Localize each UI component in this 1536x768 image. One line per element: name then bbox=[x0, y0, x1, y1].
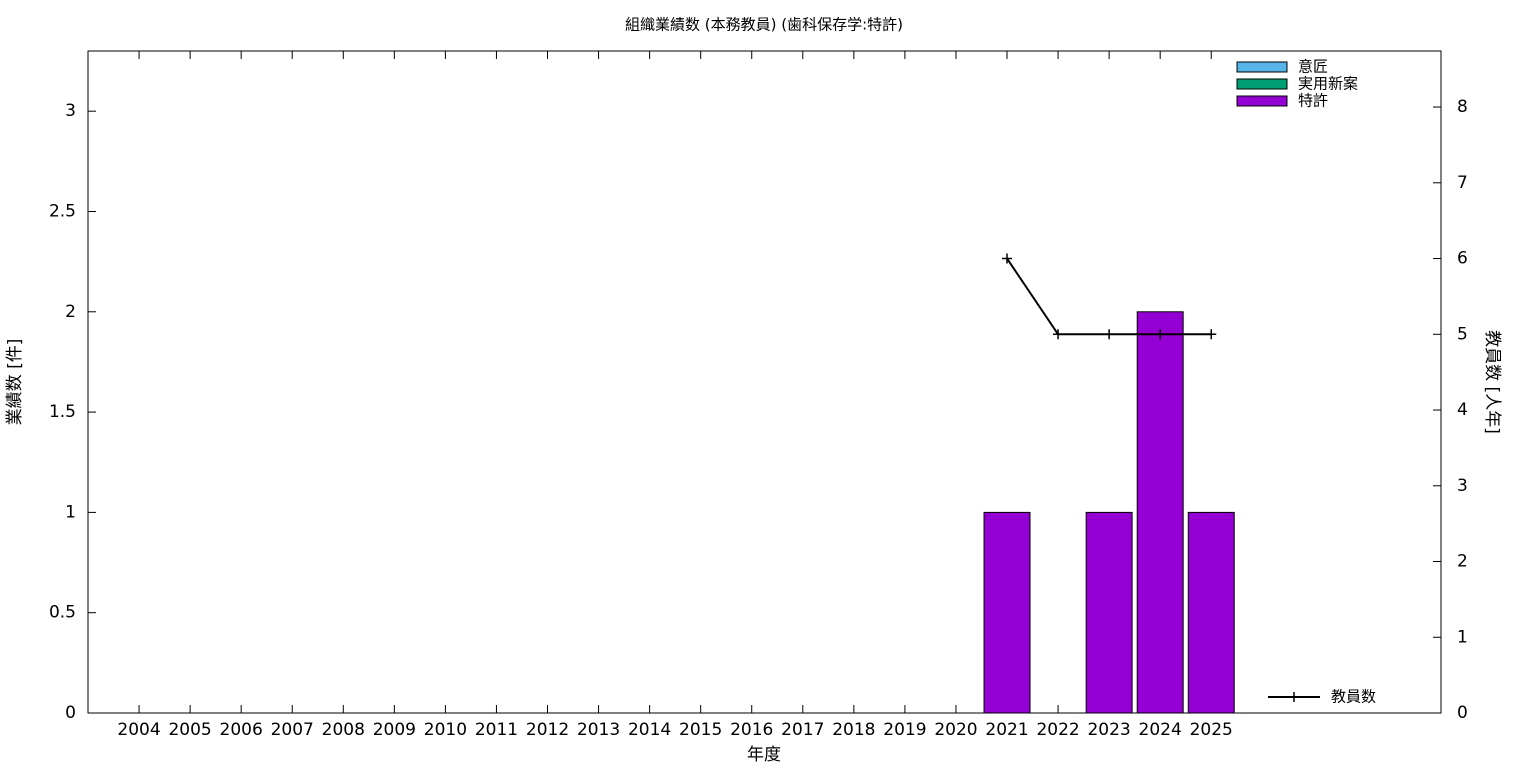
y2-axis-label: 教員数 [人年] bbox=[1482, 330, 1502, 434]
y-tick-label: 3 bbox=[65, 101, 76, 121]
y-tick-label: 2.5 bbox=[49, 201, 76, 221]
x-tick-label: 2009 bbox=[373, 720, 416, 740]
legend-text: 実用新案 bbox=[1298, 75, 1358, 93]
y2-tick-label: 7 bbox=[1457, 173, 1468, 193]
x-tick-label: 2025 bbox=[1190, 720, 1233, 740]
x-axis-label: 年度 bbox=[747, 745, 781, 765]
legend-swatch bbox=[1236, 95, 1288, 107]
point bbox=[1002, 253, 1013, 264]
y2-tick-label: 1 bbox=[1457, 627, 1468, 647]
y-tick-label: 0.5 bbox=[49, 603, 76, 623]
bar bbox=[983, 511, 1031, 714]
y2-tick-label: 0 bbox=[1457, 703, 1468, 723]
y-tick-label: 1.5 bbox=[49, 402, 76, 422]
x-tick-label: 2010 bbox=[424, 720, 467, 740]
x-tick-label: 2016 bbox=[730, 720, 773, 740]
point bbox=[1155, 329, 1166, 340]
y2-tick-label: 2 bbox=[1457, 552, 1468, 572]
x-tick-label: 2021 bbox=[985, 720, 1028, 740]
x-tick-label: 2014 bbox=[628, 720, 671, 740]
bar bbox=[1136, 311, 1184, 714]
y2-tick-label: 8 bbox=[1457, 97, 1468, 117]
point bbox=[1206, 329, 1217, 340]
legend-swatch bbox=[1236, 61, 1288, 73]
x-tick-label: 2017 bbox=[781, 720, 824, 740]
x-tick-label: 2012 bbox=[526, 720, 569, 740]
x-tick-label: 2015 bbox=[679, 720, 722, 740]
x-tick-label: 2004 bbox=[117, 720, 160, 740]
x-tick-label: 2013 bbox=[577, 720, 620, 740]
x-tick-label: 2007 bbox=[271, 720, 314, 740]
y-axis-label: 業績数 [件] bbox=[5, 339, 25, 426]
point bbox=[1104, 329, 1115, 340]
legend-point bbox=[1289, 692, 1299, 702]
y2-tick-label: 6 bbox=[1457, 249, 1468, 269]
x-tick-label: 2008 bbox=[322, 720, 365, 740]
legend-text: 特許 bbox=[1298, 92, 1328, 110]
legend-text: 意匠 bbox=[1298, 58, 1328, 76]
bar bbox=[1187, 511, 1235, 714]
x-tick-label: 2022 bbox=[1036, 720, 1079, 740]
y2-tick-label: 4 bbox=[1457, 400, 1468, 420]
y-tick-label: 2 bbox=[65, 302, 76, 322]
y2-tick-label: 3 bbox=[1457, 476, 1468, 496]
bar bbox=[1085, 511, 1133, 714]
y2-tick-label: 5 bbox=[1457, 324, 1468, 344]
x-tick-label: 2006 bbox=[220, 720, 263, 740]
chart-title: 組織業績数 (本務教員) (歯科保存学:特許) bbox=[625, 16, 903, 34]
x-tick-label: 2018 bbox=[832, 720, 875, 740]
x-tick-label: 2020 bbox=[934, 720, 977, 740]
x-tick-label: 2011 bbox=[475, 720, 518, 740]
plot-frame bbox=[87, 50, 1442, 714]
x-tick-label: 2005 bbox=[168, 720, 211, 740]
legend-text: 教員数 bbox=[1331, 688, 1376, 706]
x-tick-label: 2019 bbox=[883, 720, 926, 740]
point bbox=[1053, 329, 1064, 340]
y-tick-label: 1 bbox=[65, 502, 76, 522]
x-tick-label: 2024 bbox=[1139, 720, 1182, 740]
y-tick-label: 0 bbox=[65, 703, 76, 723]
legend-swatch bbox=[1236, 78, 1288, 90]
x-tick-label: 2023 bbox=[1087, 720, 1130, 740]
